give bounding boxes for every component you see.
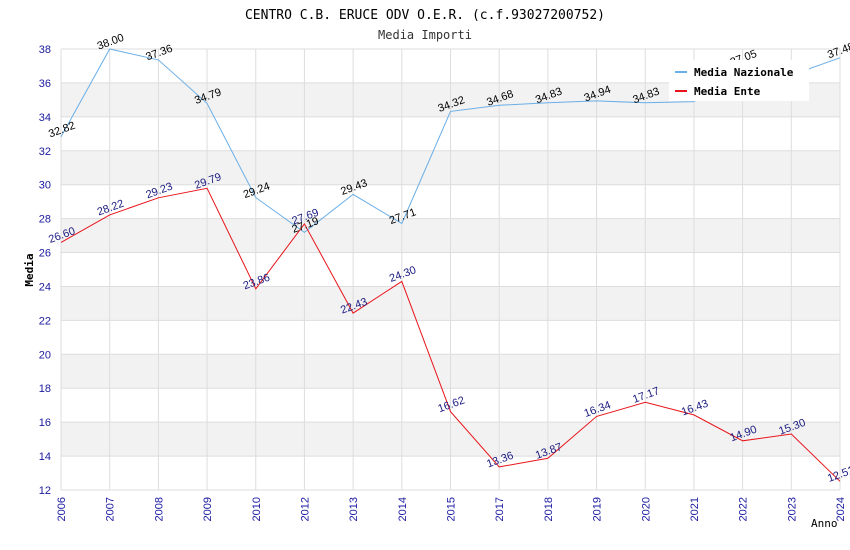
x-tick-label: 2023 bbox=[786, 497, 798, 521]
data-label: 12.51 bbox=[826, 464, 850, 485]
grid-lines bbox=[60, 48, 841, 491]
x-tick-label: 2022 bbox=[738, 497, 750, 521]
y-tick-label: 26 bbox=[39, 248, 51, 260]
x-tick-label: 2021 bbox=[689, 497, 701, 521]
x-tick-label: 2012 bbox=[299, 497, 311, 521]
data-label: 32.82 bbox=[47, 120, 77, 141]
y-tick-label: 20 bbox=[39, 349, 51, 361]
y-axis-title: Media bbox=[23, 253, 36, 286]
y-tick-label: 34 bbox=[39, 112, 51, 124]
legend: Media Nazionale Media Ente bbox=[669, 60, 809, 101]
x-tick-label: 2006 bbox=[56, 497, 68, 521]
x-tick-label: 2007 bbox=[105, 497, 117, 521]
x-tick-label: 2014 bbox=[397, 497, 409, 521]
y-tick-label: 38 bbox=[39, 44, 51, 56]
x-tick-label: 2015 bbox=[446, 497, 458, 521]
y-tick-label: 30 bbox=[39, 180, 51, 192]
y-tick-label: 14 bbox=[39, 451, 51, 463]
legend-label: Media Ente bbox=[694, 85, 761, 98]
x-tick-label: 2024 bbox=[835, 497, 847, 521]
x-tick-label: 2018 bbox=[543, 497, 555, 521]
data-label: 16.34 bbox=[583, 399, 613, 420]
x-tick-label: 2013 bbox=[348, 497, 360, 521]
x-tick-label: 2017 bbox=[494, 497, 506, 521]
x-tick-label: 2010 bbox=[251, 497, 263, 521]
x-tick-label: 2009 bbox=[202, 497, 214, 521]
legend-label: Media Nazionale bbox=[694, 66, 794, 79]
y-tick-label: 16 bbox=[39, 417, 51, 429]
y-tick-label: 32 bbox=[39, 146, 51, 158]
data-label: 37.48 bbox=[826, 41, 850, 62]
chart-subtitle: Media Importi bbox=[378, 28, 472, 42]
data-label: 24.30 bbox=[388, 264, 418, 285]
y-tick-label: 18 bbox=[39, 383, 51, 395]
x-axis-ticks: 2006 2007 2008 2009 2010 2012 2013 2014 2015 2017… bbox=[56, 497, 847, 521]
x-axis-title: Anno bbox=[811, 517, 838, 530]
data-label: 28.22 bbox=[96, 198, 126, 219]
chart-title: CENTRO C.B. ERUCE ODV O.E.R. (c.f.930272… bbox=[245, 8, 605, 23]
x-tick-label: 2008 bbox=[153, 497, 165, 521]
y-tick-label: 12 bbox=[39, 485, 51, 497]
y-tick-label: 24 bbox=[39, 281, 51, 293]
y-axis-ticks: 12 14 16 18 20 22 24 26 28 30 32 34 36 38 bbox=[39, 44, 51, 497]
y-tick-label: 36 bbox=[39, 78, 51, 90]
y-tick-label: 28 bbox=[39, 214, 51, 226]
x-tick-label: 2020 bbox=[640, 497, 652, 521]
x-tick-label: 2019 bbox=[592, 497, 604, 521]
series-line-1 bbox=[60, 187, 841, 482]
legend-box bbox=[669, 60, 809, 101]
y-tick-label: 22 bbox=[39, 315, 51, 327]
